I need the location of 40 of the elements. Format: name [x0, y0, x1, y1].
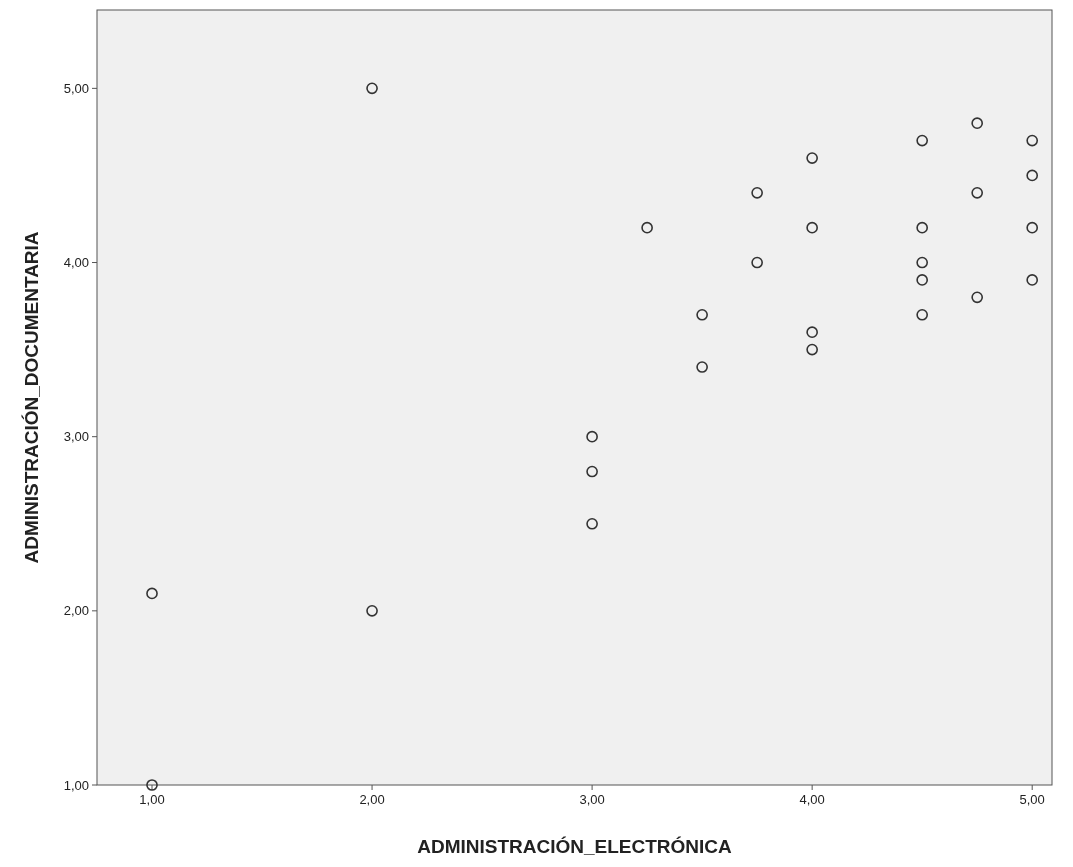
- point: [1026, 274, 1039, 286]
- point: [806, 221, 818, 234]
- point: [916, 256, 929, 269]
- point: [916, 308, 929, 321]
- y-tick-label: 4,00: [63, 255, 89, 271]
- point: [916, 134, 929, 147]
- point: [1026, 221, 1039, 234]
- x-axis-title: ADMINISTRACIÓN_ELECTRÓNICA: [417, 836, 733, 857]
- y-axis-title: ADMINISTRACIÓN_DOCUMENTARIA: [21, 231, 42, 564]
- x-tick-label: 1,00: [139, 792, 165, 807]
- point: [971, 187, 984, 199]
- point: [586, 517, 598, 530]
- point: [146, 779, 158, 791]
- point: [751, 187, 763, 199]
- point: [366, 605, 378, 617]
- point: [1026, 169, 1039, 182]
- y-tick-label: 1,00: [63, 777, 89, 793]
- x-tick-label: 2,00: [359, 792, 385, 807]
- point: [1026, 134, 1039, 147]
- point: [366, 82, 378, 95]
- y-tick-label: 3,00: [63, 429, 89, 445]
- point: [916, 221, 929, 234]
- point: [586, 465, 598, 478]
- x-tick-label: 5,00: [1019, 792, 1045, 807]
- point: [586, 430, 598, 443]
- point: [146, 587, 158, 600]
- point: [971, 291, 984, 304]
- point: [751, 256, 763, 269]
- point: [916, 274, 929, 286]
- point: [696, 361, 708, 373]
- point: [971, 117, 984, 130]
- point: [806, 326, 818, 339]
- x-tick-label: 3,00: [579, 792, 605, 807]
- point: [806, 152, 818, 164]
- point: [696, 308, 708, 321]
- x-tick-label: 4,00: [799, 792, 825, 807]
- y-tick-label: 5,00: [63, 80, 89, 96]
- point: [641, 221, 653, 234]
- y-tick-label: 2,00: [63, 603, 89, 619]
- point: [806, 343, 818, 356]
